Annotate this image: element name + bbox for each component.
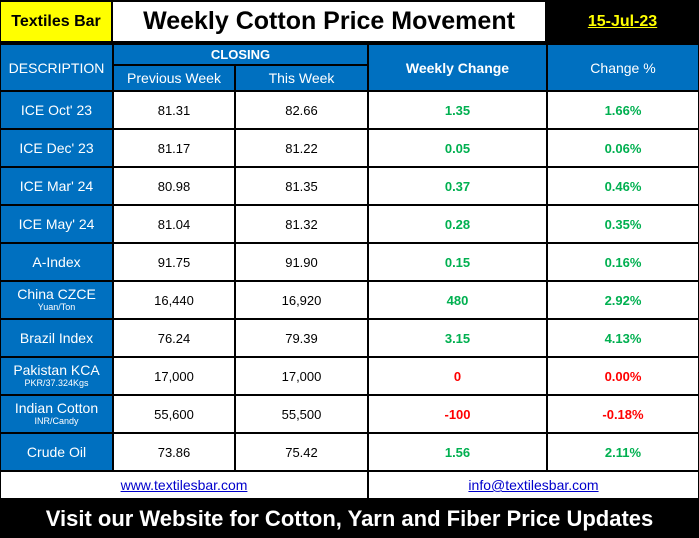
row-description: A-Index xyxy=(1,244,112,280)
previous-week-value: 17,000 xyxy=(114,358,234,394)
this-week-value: 75.42 xyxy=(236,434,367,470)
weekly-change-value: 3.15 xyxy=(369,320,546,356)
row-name: Brazil Index xyxy=(19,329,94,346)
weekly-change-value: 1.35 xyxy=(369,92,546,128)
row-name: ICE Dec' 23 xyxy=(19,139,94,156)
change-pct-value: 0.16% xyxy=(548,244,698,280)
email-link[interactable]: info@textilesbar.com xyxy=(369,472,698,498)
report-date: 15-Jul-23 xyxy=(547,2,698,41)
row-name: ICE Oct' 23 xyxy=(20,101,93,118)
change-pct-value: 1.66% xyxy=(548,92,698,128)
page-title: Weekly Cotton Price Movement xyxy=(113,2,545,41)
row-unit: INR/Candy xyxy=(34,416,79,426)
this-week-value: 91.90 xyxy=(236,244,367,280)
weekly-change-value: 0 xyxy=(369,358,546,394)
brand-label: Textiles Bar xyxy=(1,2,111,41)
row-name: A-Index xyxy=(32,253,81,270)
change-pct-value: 4.13% xyxy=(548,320,698,356)
website-link[interactable]: www.textilesbar.com xyxy=(1,472,367,498)
row-description: ICE Dec' 23 xyxy=(1,130,112,166)
this-week-value: 79.39 xyxy=(236,320,367,356)
previous-week-value: 91.75 xyxy=(114,244,234,280)
this-week-value: 82.66 xyxy=(236,92,367,128)
change-pct-value: 0.06% xyxy=(548,130,698,166)
column-header-weekly-change: Weekly Change xyxy=(369,45,546,90)
column-header-change-pct: Change % xyxy=(548,45,698,90)
column-header-this-week: This Week xyxy=(236,66,367,90)
this-week-value: 16,920 xyxy=(236,282,367,318)
row-name: ICE May' 24 xyxy=(18,215,95,232)
row-name: Pakistan KCA xyxy=(13,362,100,378)
weekly-change-value: 1.56 xyxy=(369,434,546,470)
row-description: ICE Oct' 23 xyxy=(1,92,112,128)
this-week-value: 81.22 xyxy=(236,130,367,166)
row-unit: Yuan/Ton xyxy=(37,302,76,312)
weekly-change-value: 0.05 xyxy=(369,130,546,166)
change-pct-value: 2.11% xyxy=(548,434,698,470)
change-pct-value: 0.00% xyxy=(548,358,698,394)
this-week-value: 17,000 xyxy=(236,358,367,394)
this-week-value: 81.35 xyxy=(236,168,367,204)
column-header-closing: CLOSING xyxy=(114,45,367,64)
row-description: ICE May' 24 xyxy=(1,206,112,242)
row-description: Indian Cotton INR/Candy xyxy=(1,396,112,432)
row-description: Pakistan KCA PKR/37.324Kgs xyxy=(1,358,112,394)
change-pct-value: -0.18% xyxy=(548,396,698,432)
weekly-change-value: 0.28 xyxy=(369,206,546,242)
column-header-description: DESCRIPTION xyxy=(1,45,112,90)
previous-week-value: 73.86 xyxy=(114,434,234,470)
weekly-change-value: 0.37 xyxy=(369,168,546,204)
change-pct-value: 0.35% xyxy=(548,206,698,242)
previous-week-value: 76.24 xyxy=(114,320,234,356)
this-week-value: 55,500 xyxy=(236,396,367,432)
row-name: Indian Cotton xyxy=(14,400,99,416)
row-name: Crude Oil xyxy=(26,443,87,460)
footer-banner: Visit our Website for Cotton, Yarn and F… xyxy=(0,500,699,538)
row-description: ICE Mar' 24 xyxy=(1,168,112,204)
row-description: Crude Oil xyxy=(1,434,112,470)
row-description: China CZCE Yuan/Ton xyxy=(1,282,112,318)
previous-week-value: 16,440 xyxy=(114,282,234,318)
row-name: ICE Mar' 24 xyxy=(19,177,94,194)
weekly-change-value: 0.15 xyxy=(369,244,546,280)
row-unit: PKR/37.324Kgs xyxy=(24,378,89,388)
previous-week-value: 81.04 xyxy=(114,206,234,242)
column-header-previous-week: Previous Week xyxy=(114,66,234,90)
weekly-change-value: -100 xyxy=(369,396,546,432)
this-week-value: 81.32 xyxy=(236,206,367,242)
previous-week-value: 81.17 xyxy=(114,130,234,166)
change-pct-value: 2.92% xyxy=(548,282,698,318)
previous-week-value: 80.98 xyxy=(114,168,234,204)
change-pct-value: 0.46% xyxy=(548,168,698,204)
previous-week-value: 55,600 xyxy=(114,396,234,432)
previous-week-value: 81.31 xyxy=(114,92,234,128)
row-description: Brazil Index xyxy=(1,320,112,356)
row-name: China CZCE xyxy=(17,286,96,302)
title-row: Textiles Bar Weekly Cotton Price Movemen… xyxy=(0,0,699,43)
weekly-change-value: 480 xyxy=(369,282,546,318)
